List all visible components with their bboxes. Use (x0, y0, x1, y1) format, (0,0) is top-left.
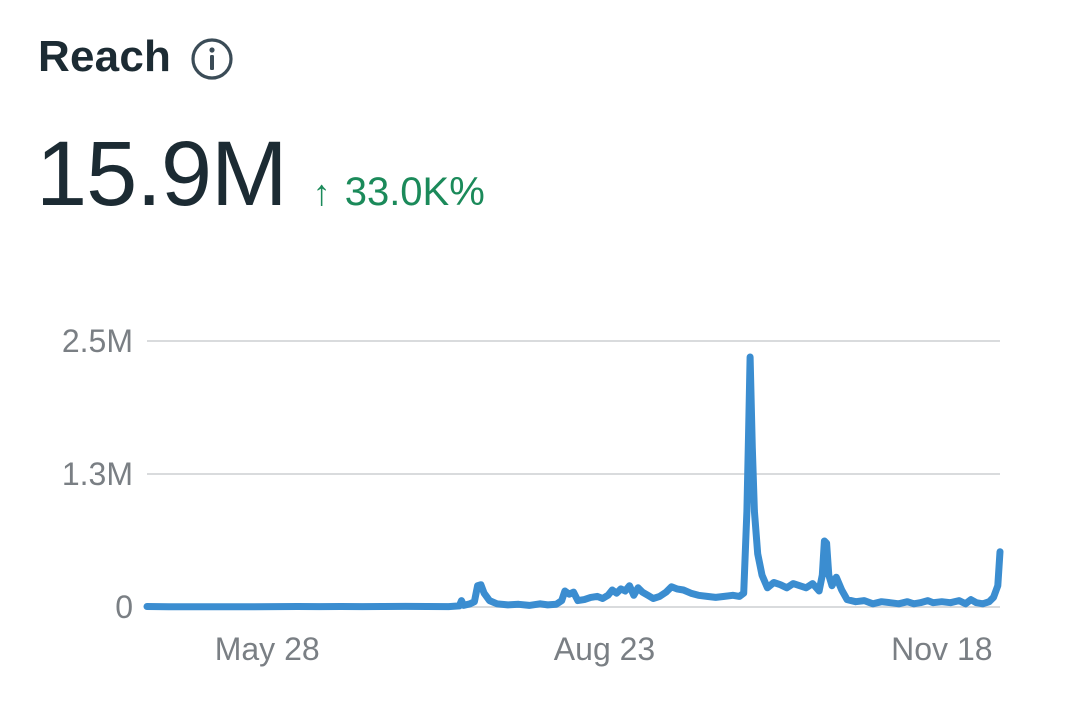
y-tick-label-2: 2.5M (62, 323, 133, 359)
delta-percent: 33.0K% (344, 170, 485, 214)
metric-row: 15.9M ↑ 33.0K% (36, 128, 485, 220)
chart-title: Reach (38, 32, 172, 81)
series-line-0 (143, 353, 1004, 611)
y-tick-label-0: 0 (115, 589, 133, 625)
x-tick-label-0: May 28 (215, 631, 320, 667)
chart-header: Reach (38, 32, 235, 82)
info-icon[interactable] (189, 36, 235, 82)
metric-delta: ↑ 33.0K% (313, 170, 485, 215)
metric-value: 15.9M (36, 123, 288, 225)
y-tick-label-1: 1.3M (62, 456, 133, 492)
x-tick-label-1: Aug 23 (554, 631, 655, 667)
x-tick-label-2: Nov 18 (891, 631, 992, 667)
arrow-up-icon: ↑ (312, 172, 331, 213)
